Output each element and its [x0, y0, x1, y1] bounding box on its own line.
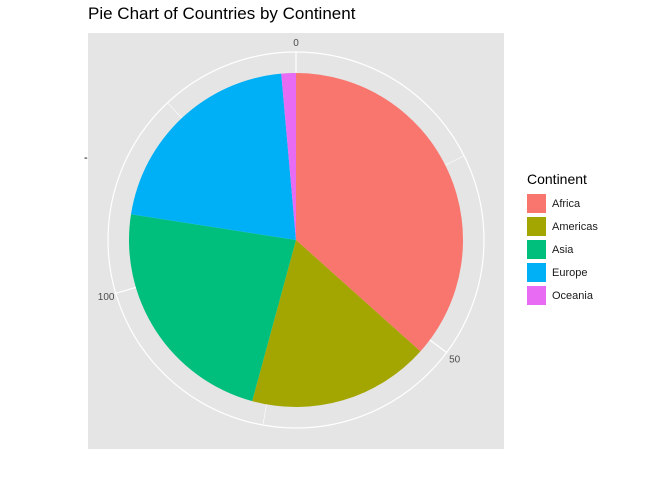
legend-key-africa — [527, 194, 546, 213]
legend-item-europe: Europe — [527, 261, 598, 284]
legend-key-oceania — [527, 286, 546, 305]
legend-label-africa: Africa — [552, 197, 581, 210]
radial-tick-label-50: 50 — [449, 354, 461, 365]
legend-key-asia — [527, 240, 546, 259]
legend-label-europe: Europe — [552, 266, 588, 279]
legend-key-americas — [527, 217, 546, 236]
radial-tick-label-100: 100 — [98, 292, 115, 303]
pie-slice-europe — [130, 73, 296, 240]
legend-title: Continent — [527, 171, 587, 187]
legend-label-oceania: Oceania — [552, 289, 593, 302]
chart-title: Pie Chart of Countries by Continent — [88, 4, 356, 23]
legend-item-asia: Asia — [527, 238, 598, 261]
radial-tick-label-0: 0 — [293, 38, 299, 49]
y-axis-tick-label: - — [84, 152, 88, 164]
legend-label-asia: Asia — [552, 243, 574, 256]
pie-slice-oceania — [281, 73, 296, 240]
legend-item-africa: Africa — [527, 192, 598, 215]
legend-item-americas: Americas — [527, 215, 598, 238]
legend-label-americas: Americas — [552, 220, 598, 233]
legend-key-europe — [527, 263, 546, 282]
grid-circle — [107, 51, 485, 429]
pie-slice-africa — [296, 73, 464, 352]
legend: Continent Africa Americas Asia Europe Oceani… — [527, 171, 598, 307]
pie-slice-asia — [129, 214, 296, 402]
legend-item-oceania: Oceania — [527, 284, 598, 307]
pie-slice-americas — [252, 240, 421, 407]
